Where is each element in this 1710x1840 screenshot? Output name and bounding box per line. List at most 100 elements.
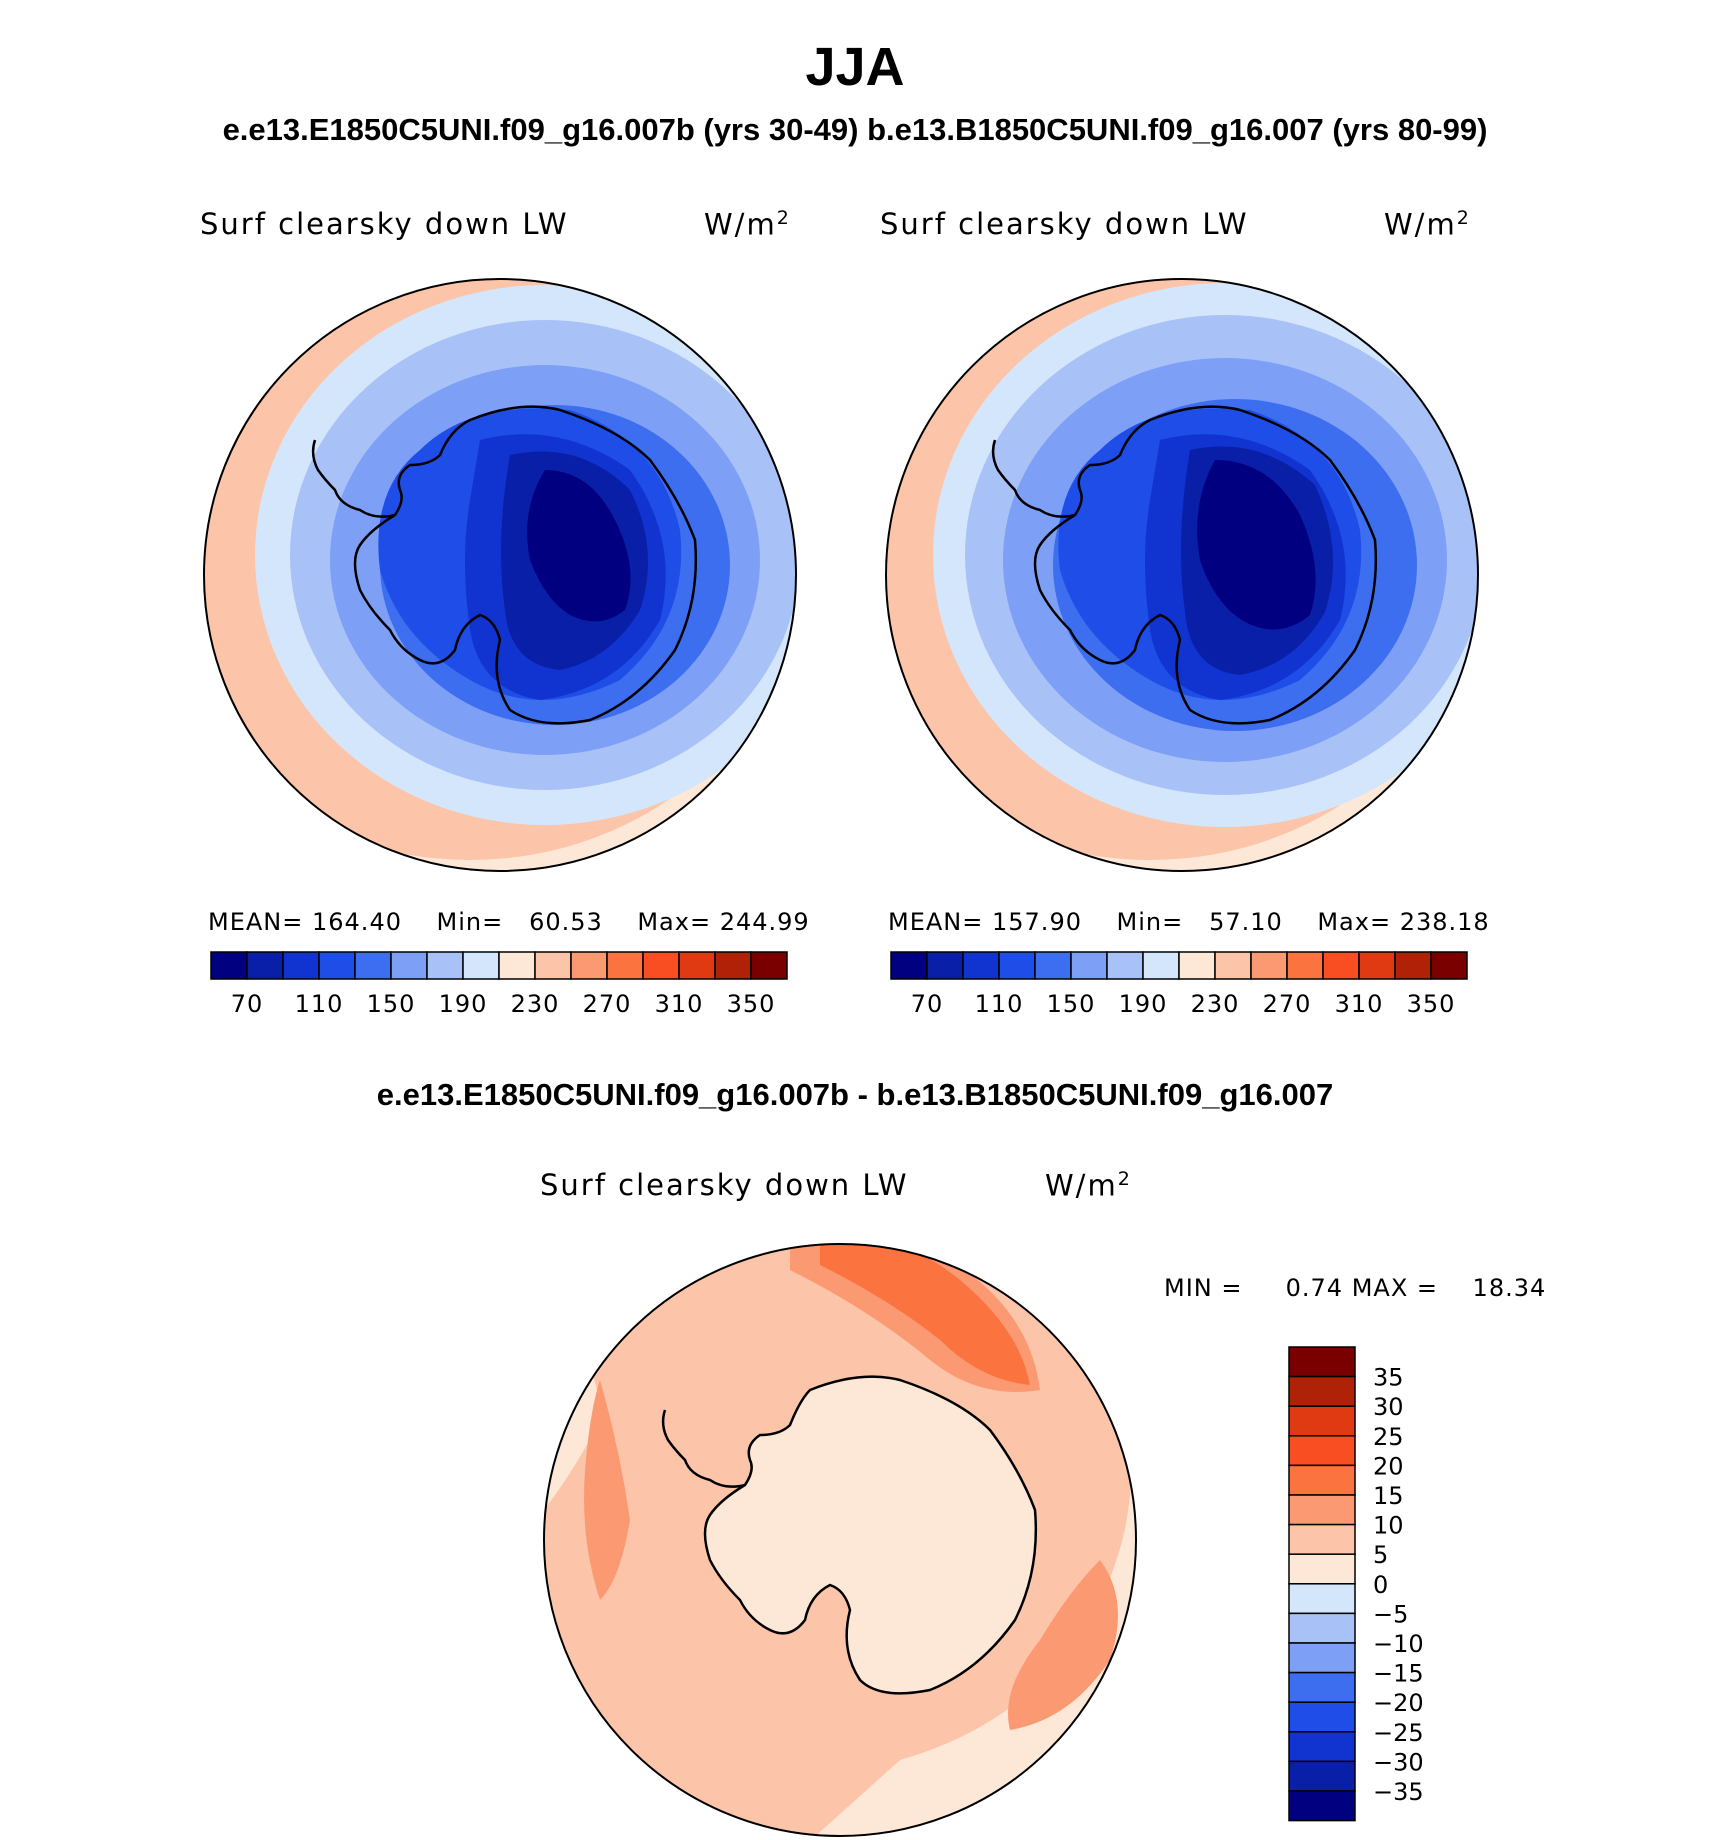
- colorbar1-swatch: [390, 951, 428, 980]
- panel1-units: W/m2: [704, 207, 791, 242]
- map1-peninsula-outline: [311, 439, 396, 518]
- colorbar1-swatch: [426, 951, 464, 980]
- colorbar3-tick-label: 35: [1373, 1364, 1404, 1392]
- colorbar3-tick-label: 20: [1373, 1452, 1404, 1480]
- colorbar3-tick-label: −10: [1373, 1630, 1424, 1658]
- colorbar3-tick-label: −15: [1373, 1660, 1424, 1688]
- colorbar3-tick-label: −30: [1373, 1748, 1424, 1776]
- colorbar2-swatch: [998, 951, 1036, 980]
- panel3-stats: MIN = 0.74 MAX = 18.34: [1164, 1274, 1546, 1302]
- colorbar3-tick-label: 10: [1373, 1512, 1404, 1540]
- colorbar3-swatch: [1288, 1612, 1356, 1644]
- panel2-units-exp: 2: [1456, 207, 1471, 229]
- colorbar3-swatch: [1288, 1523, 1356, 1555]
- colorbar2-tick-label: 230: [1191, 990, 1240, 1018]
- colorbar2-swatch: [1106, 951, 1144, 980]
- colorbar1-swatch: [750, 951, 788, 980]
- colorbar3-tick-label: 0: [1373, 1571, 1388, 1599]
- colorbar3-swatch: [1288, 1583, 1356, 1615]
- colorbar3-swatch: [1288, 1701, 1356, 1733]
- panel1-stats: MEAN= 164.40 Min= 60.53 Max= 244.99: [208, 908, 810, 936]
- colorbar2-tick-label: 270: [1263, 990, 1312, 1018]
- colorbar1-swatch: [282, 951, 320, 980]
- colorbar2-swatch: [1430, 951, 1468, 980]
- panel1-max-label: Max=: [637, 908, 712, 936]
- colorbar3-swatch: [1288, 1642, 1356, 1674]
- map1-core: [527, 470, 631, 622]
- colorbar1-tick-label: 110: [295, 990, 344, 1018]
- colorbar3-tick-label: −25: [1373, 1719, 1424, 1747]
- colorbar1-tick-label: 190: [439, 990, 488, 1018]
- colorbar3-tick-label: 25: [1373, 1423, 1404, 1451]
- map2-core: [1197, 460, 1316, 630]
- map-panel-2: [886, 279, 1478, 871]
- colorbar3-swatch: [1288, 1464, 1356, 1496]
- map1-antarctica-outline: [353, 405, 698, 725]
- colorbar1-tick-label: 70: [231, 990, 264, 1018]
- colorbar3-swatch: [1288, 1494, 1356, 1526]
- colorbar2-swatch: [1358, 951, 1396, 980]
- colorbar1-swatch: [498, 951, 536, 980]
- map3-border: [543, 1243, 1137, 1837]
- colorbar1-tick-label: 350: [727, 990, 776, 1018]
- colorbar3-swatch: [1288, 1790, 1356, 1822]
- colorbar2-tick-label: 70: [911, 990, 944, 1018]
- map3-high-band-east: [1008, 1560, 1118, 1730]
- colorbar3-swatch: [1288, 1435, 1356, 1467]
- colorbar-panel-1: 70 110 150 190 230 270 310 350: [210, 951, 788, 1018]
- colorbar3-swatch: [1288, 1731, 1356, 1763]
- colorbar2-tick-label: 350: [1407, 990, 1456, 1018]
- map3-antarctica-outline: [703, 1375, 1038, 1695]
- colorbar2-swatch: [1142, 951, 1180, 980]
- panel3-max-label: MAX =: [1351, 1274, 1439, 1302]
- colorbar2-swatch: [1178, 951, 1216, 980]
- colorbar2-swatch: [1286, 951, 1324, 980]
- colorbar-panel-2: 70 110 150 190 230 270 310 350: [890, 951, 1468, 1018]
- colorbar3-tick-label: −5: [1373, 1600, 1408, 1628]
- map2-antarctica-outline: [1033, 405, 1378, 725]
- colorbar2-tick-label: 110: [975, 990, 1024, 1018]
- panel1-variable: Surf clearsky down LW: [200, 207, 569, 241]
- panel3-min-label: MIN =: [1164, 1274, 1243, 1302]
- colorbar3-swatch: [1288, 1760, 1356, 1792]
- colorbar2-swatch: [1034, 951, 1072, 980]
- colorbar1-tick-label: 270: [583, 990, 632, 1018]
- colorbar1-swatch: [318, 951, 356, 980]
- panel2-max-label: Max=: [1317, 908, 1392, 936]
- colorbar1-swatch: [534, 951, 572, 980]
- panel2-mean-label: MEAN=: [888, 908, 984, 936]
- map3-peak-band-north: [820, 1244, 1030, 1385]
- colorbar2-tick-label: 310: [1335, 990, 1384, 1018]
- colorbar1-swatch: [210, 951, 248, 980]
- map-panel-1: [204, 279, 796, 871]
- colorbar2-swatch: [1070, 951, 1108, 980]
- panel1-units-exp: 2: [776, 207, 791, 229]
- panel1-mean-label: MEAN=: [208, 908, 304, 936]
- colorbar2-swatch: [962, 951, 1000, 980]
- panel3-units-base: W/m: [1045, 1168, 1118, 1203]
- colorbar1-tick-label: 310: [655, 990, 704, 1018]
- map1-border: [203, 278, 797, 872]
- colorbar2-swatch: [890, 951, 928, 980]
- panel2-min-value: 57.10: [1209, 908, 1283, 936]
- colorbar2-swatch: [926, 951, 964, 980]
- colorbar3-swatch: [1288, 1671, 1356, 1703]
- colorbar3-swatch: [1288, 1375, 1356, 1407]
- colorbar3-swatch: [1288, 1553, 1356, 1585]
- difference-header: e.e13.E1850C5UNI.f09_g16.007b - b.e13.B1…: [376, 1077, 1334, 1112]
- colorbar2-tick-label: 190: [1119, 990, 1168, 1018]
- panel1-max-value: 244.99: [719, 908, 810, 936]
- colorbar3-tick-label: 15: [1373, 1482, 1404, 1510]
- colorbar1-swatch: [714, 951, 752, 980]
- colorbar3-tick-label: −35: [1373, 1778, 1424, 1806]
- panel3-variable: Surf clearsky down LW: [540, 1168, 909, 1202]
- panel2-min-label: Min=: [1116, 908, 1184, 936]
- colorbar2-swatch: [1322, 951, 1360, 980]
- panel2-mean-value: 157.90: [992, 908, 1082, 936]
- colorbar1-swatch: [570, 951, 608, 980]
- panel3-units: W/m2: [1045, 1168, 1132, 1203]
- panel2-units-base: W/m: [1384, 207, 1457, 242]
- colorbar1-swatch: [354, 951, 392, 980]
- panel1-units-base: W/m: [704, 207, 777, 242]
